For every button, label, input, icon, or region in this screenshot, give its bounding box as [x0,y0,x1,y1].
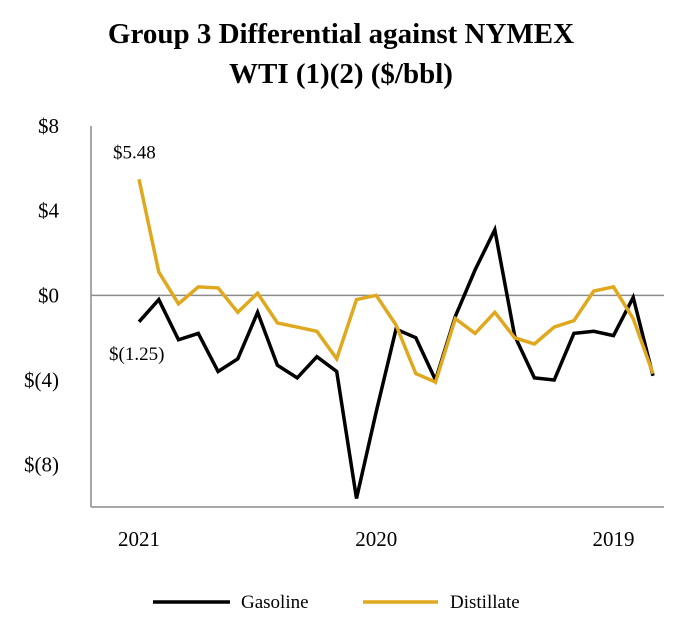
x-tick-label: 2020 [355,527,397,551]
x-tick-label: 2019 [592,527,634,551]
series-line-gasoline [137,224,655,499]
legend-label-distillate: Distillate [450,592,520,613]
y-tick-label: $(4) [24,368,59,392]
data-label-distillate: $5.48 [113,142,156,163]
chart-title-line-1: Group 3 Differential against NYMEX [107,18,575,50]
series-line-distillate [137,178,655,385]
y-tick-label: $4 [38,199,60,223]
y-tick-label: $(8) [24,453,59,477]
legend-label-gasoline: Gasoline [241,592,309,613]
data-label-gasoline: $(1.25) [109,344,164,365]
y-tick-label: $0 [38,283,59,307]
chart-title-line-2: WTI (1)(2) ($/bbl) [229,58,453,90]
x-tick-label: 2021 [118,527,160,551]
y-tick-label: $8 [38,114,59,138]
